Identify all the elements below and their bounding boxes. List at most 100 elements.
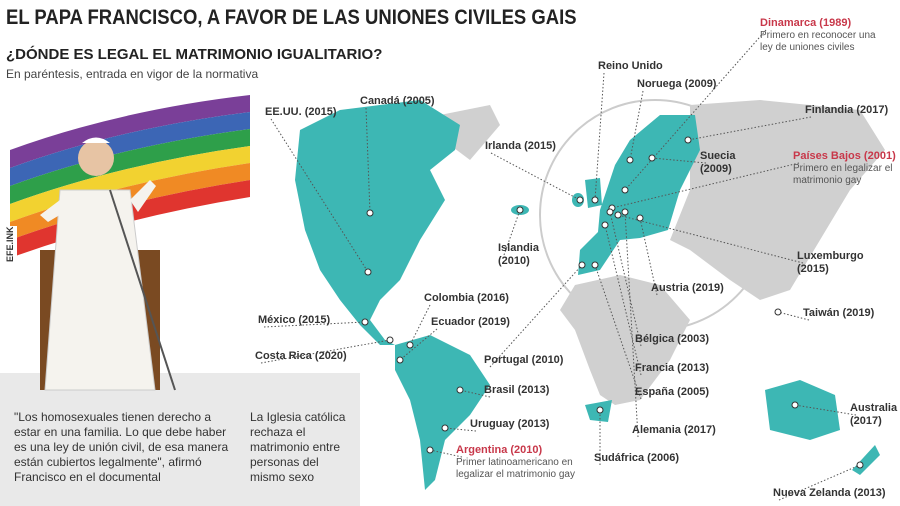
country-name: Irlanda (2015)	[485, 140, 556, 152]
location-dot	[791, 401, 799, 409]
country-name: Nueva Zelanda (2013)	[773, 487, 886, 499]
country-name: Suecia (2009)	[700, 150, 736, 175]
country-label: Dinamarca (1989) Primero en reconocer una…	[760, 17, 890, 54]
country-name: Austria (2019)	[651, 282, 724, 294]
country-name: Países Bajos (2001)	[793, 150, 896, 162]
country-label: Países Bajos (2001) Primero en legalizar …	[793, 150, 900, 187]
country-label: Francia (2013)	[635, 362, 725, 375]
location-dot	[596, 406, 604, 414]
leader-line	[594, 264, 642, 400]
leader-line	[409, 304, 431, 346]
location-dot	[614, 211, 622, 219]
country-label: Taiwán (2019)	[803, 307, 893, 320]
country-name: Uruguay (2013)	[470, 418, 550, 430]
country-name: EE.UU. (2015)	[265, 106, 337, 118]
country-note: Primero en legalizar el matrimonio gay	[793, 163, 893, 186]
leader-line	[624, 211, 639, 438]
quote: La Iglesia católica rechaza el matrimoni…	[250, 410, 346, 484]
country-name: Luxemburgo (2015)	[797, 250, 864, 275]
country-label: Irlanda (2015)	[485, 140, 565, 153]
country-label: Luxemburgo (2015)	[797, 250, 897, 276]
country-label: Sudáfrica (2006)	[594, 452, 694, 465]
location-dot	[591, 196, 599, 204]
country-name: Bélgica (2003)	[635, 333, 709, 345]
leader-line	[503, 209, 521, 256]
location-dot	[606, 208, 614, 216]
country-label: Colombia (2016)	[424, 292, 514, 305]
country-label: Alemania (2017)	[632, 424, 722, 437]
country-name: Brasil (2013)	[484, 384, 550, 396]
location-dot	[636, 214, 644, 222]
country-label: Canadá (2005)	[360, 95, 450, 108]
location-dot	[426, 446, 434, 454]
location-dot	[366, 209, 374, 217]
country-label: Suecia (2009)	[700, 150, 750, 176]
leader-line	[594, 72, 605, 201]
location-dot	[648, 154, 656, 162]
location-dot	[406, 341, 414, 349]
credit: EFE.INK	[4, 226, 17, 262]
country-name: España (2005)	[635, 386, 709, 398]
quote-box	[0, 373, 360, 506]
country-name: Alemania (2017)	[632, 424, 716, 436]
country-note: Primero en reconocer una ley de uniones …	[760, 30, 876, 53]
country-label: Costa Rica (2020)	[255, 350, 355, 363]
location-dot	[601, 221, 609, 229]
location-dot	[591, 261, 599, 269]
country-name: Ecuador (2019)	[431, 316, 510, 328]
country-name: Noruega (2009)	[637, 78, 717, 90]
country-label: Ecuador (2019)	[431, 316, 521, 329]
location-dot	[856, 461, 864, 469]
country-label: Finlandia (2017)	[805, 104, 895, 117]
country-name: Sudáfrica (2006)	[594, 452, 679, 464]
country-name: Finlandia (2017)	[805, 104, 889, 116]
leader-line	[260, 339, 391, 364]
country-label: México (2015)	[258, 314, 348, 327]
location-dot	[578, 261, 586, 269]
leader-line	[629, 90, 644, 161]
country-name: Reino Unido	[598, 60, 663, 72]
location-dot	[576, 196, 584, 204]
leader-line	[365, 107, 371, 214]
country-name: Canadá (2005)	[360, 95, 435, 107]
country-name: Australia (2017)	[850, 402, 898, 427]
title: EL PAPA FRANCISCO, A FAVOR DE LAS UNIONE…	[6, 6, 577, 29]
location-dot	[516, 206, 524, 214]
country-label: Argentina (2010) Primer latinoamericano e…	[456, 444, 586, 481]
location-dot	[456, 386, 464, 394]
location-dot	[364, 268, 372, 276]
quote: "Los homosexuales tienen derecho a estar…	[14, 410, 229, 484]
country-name: México (2015)	[258, 314, 331, 326]
leader-line	[399, 328, 438, 361]
country-name: Taiwán (2019)	[803, 307, 875, 319]
location-dot	[774, 308, 782, 316]
leader-line	[459, 389, 491, 398]
location-dot	[626, 156, 634, 164]
country-name: Dinamarca (1989)	[760, 17, 852, 29]
country-label: Australia (2017)	[850, 402, 900, 428]
country-label: Reino Unido	[598, 60, 678, 73]
country-name: Islandia (2010)	[498, 242, 539, 267]
country-name: Colombia (2016)	[424, 292, 509, 304]
leader-line	[617, 214, 804, 264]
country-label: Nueva Zelanda (2013)	[773, 487, 893, 500]
country-name: Costa Rica (2020)	[255, 350, 347, 362]
country-name: Portugal (2010)	[484, 354, 564, 366]
location-dot	[621, 208, 629, 216]
country-label: Noruega (2009)	[637, 78, 727, 91]
country-note: Primer latinoamericano en legalizar el m…	[456, 457, 575, 480]
leader-line	[611, 162, 800, 209]
leader-line	[778, 464, 861, 501]
legal-land	[295, 100, 880, 490]
location-dot	[441, 424, 449, 432]
location-dot	[386, 336, 394, 344]
country-label: Brasil (2013)	[484, 384, 574, 397]
country-name: Argentina (2010)	[456, 444, 543, 456]
country-label: EE.UU. (2015)	[265, 106, 355, 119]
pope	[40, 137, 176, 391]
country-label: Austria (2019)	[651, 282, 741, 295]
country-label: Bélgica (2003)	[635, 333, 725, 346]
country-label: Portugal (2010)	[484, 354, 574, 367]
leader-line	[490, 152, 581, 201]
